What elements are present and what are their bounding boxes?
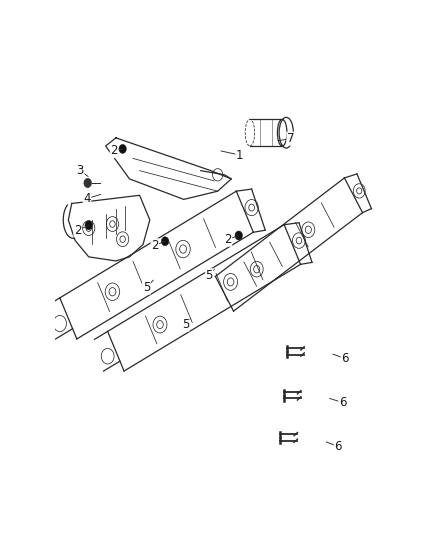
Text: 2: 2 xyxy=(74,224,81,237)
Text: 5: 5 xyxy=(182,318,189,331)
Circle shape xyxy=(161,237,169,246)
Text: 2: 2 xyxy=(224,233,232,246)
Circle shape xyxy=(84,179,92,188)
Text: 5: 5 xyxy=(143,281,150,294)
Circle shape xyxy=(119,144,127,154)
Circle shape xyxy=(235,231,243,240)
Circle shape xyxy=(85,221,92,230)
Text: 2: 2 xyxy=(110,144,118,157)
Text: 7: 7 xyxy=(287,132,294,145)
Text: 5: 5 xyxy=(205,269,213,282)
Text: 4: 4 xyxy=(83,192,91,205)
Text: 6: 6 xyxy=(339,396,346,409)
Text: 6: 6 xyxy=(341,352,349,365)
Text: 6: 6 xyxy=(335,440,342,453)
Text: 1: 1 xyxy=(236,149,244,161)
Text: 2: 2 xyxy=(151,239,159,252)
Text: 3: 3 xyxy=(77,164,84,177)
